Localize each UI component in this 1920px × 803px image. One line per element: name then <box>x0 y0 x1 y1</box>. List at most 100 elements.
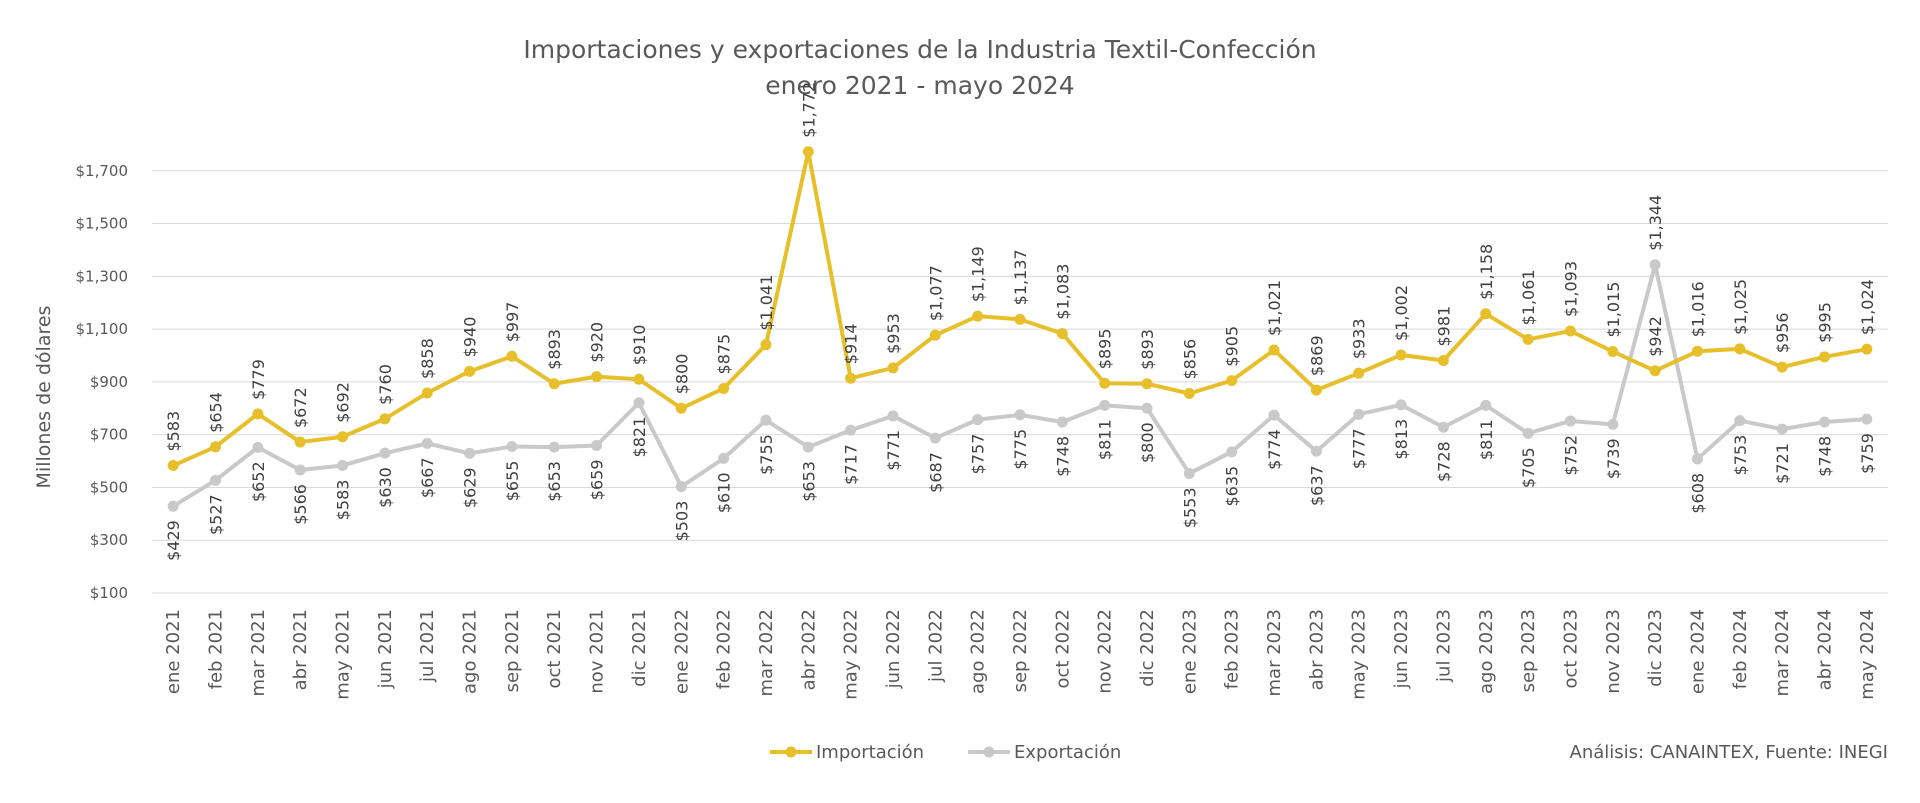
data-point-1 <box>1649 259 1661 271</box>
data-point-1 <box>1226 446 1238 458</box>
data-point-0 <box>1310 384 1322 396</box>
legend-marker-1 <box>983 746 995 758</box>
data-point-0 <box>379 413 391 425</box>
data-point-0 <box>1649 365 1661 377</box>
data-label-exportacion: $813 <box>1392 419 1411 460</box>
data-label-exportacion: $811 <box>1477 419 1496 460</box>
data-label-exportacion: $748 <box>1053 436 1072 477</box>
source-note: Análisis: CANAINTEX, Fuente: INEGI <box>1570 742 1888 763</box>
x-tick-label: may 2023 <box>1349 609 1370 700</box>
data-point-0 <box>337 431 349 443</box>
data-label-importacion: $1,083 <box>1053 264 1072 320</box>
data-label-importacion: $1,077 <box>926 265 945 321</box>
x-tick-label: jul 2021 <box>417 609 438 683</box>
x-tick-label: nov 2022 <box>1095 609 1116 694</box>
data-label-exportacion: $652 <box>249 461 268 502</box>
data-label-importacion: $1,149 <box>969 246 988 302</box>
data-label-exportacion: $728 <box>1434 441 1453 482</box>
data-point-1 <box>1310 445 1322 457</box>
x-tick-label: abr 2021 <box>290 609 311 690</box>
data-label-exportacion: $653 <box>545 461 564 502</box>
x-tick-label: jun 2022 <box>883 609 904 689</box>
x-tick-label: abr 2022 <box>798 609 819 690</box>
data-point-0 <box>1056 328 1068 340</box>
data-label-importacion: $893 <box>1138 329 1157 370</box>
data-label-importacion: $583 <box>164 411 183 452</box>
data-point-0 <box>1226 375 1238 387</box>
x-tick-label: jul 2022 <box>925 609 946 683</box>
x-tick-label: feb 2021 <box>206 609 227 689</box>
x-tick-label: nov 2023 <box>1603 609 1624 694</box>
data-point-0 <box>760 339 772 351</box>
x-tick-label: ago 2023 <box>1476 609 1497 694</box>
data-label-exportacion: $659 <box>588 459 607 500</box>
x-tick-label: dic 2022 <box>1137 609 1158 687</box>
gridlines <box>152 170 1888 594</box>
data-label-importacion: $1,093 <box>1561 261 1580 317</box>
x-tick-label: feb 2022 <box>714 609 735 689</box>
x-tick-label: dic 2023 <box>1645 609 1666 687</box>
data-point-0 <box>675 402 687 414</box>
x-tick-label: may 2021 <box>333 609 354 700</box>
data-point-0 <box>718 382 730 394</box>
data-point-0 <box>591 371 603 383</box>
x-tick-label: oct 2022 <box>1052 609 1073 689</box>
data-label-importacion: $1,137 <box>1011 249 1030 305</box>
y-axis-label: Millones de dólares <box>33 306 55 489</box>
data-point-1 <box>802 441 814 453</box>
data-label-importacion: $997 <box>503 302 522 343</box>
data-point-1 <box>379 447 391 459</box>
y-tick-label: $100 <box>90 584 128 602</box>
data-label-importacion: $858 <box>418 338 437 379</box>
x-tick-label: jul 2023 <box>1433 609 1454 683</box>
data-point-0 <box>1818 351 1830 363</box>
data-point-0 <box>1268 344 1280 356</box>
data-label-importacion: $800 <box>672 354 691 395</box>
data-point-1 <box>506 441 518 453</box>
data-point-0 <box>1734 343 1746 355</box>
data-label-importacion: $875 <box>715 334 734 375</box>
data-label-importacion: $905 <box>1223 326 1242 367</box>
data-point-0 <box>1099 377 1111 389</box>
data-point-1 <box>1014 409 1026 421</box>
data-label-exportacion: $717 <box>842 444 861 485</box>
data-label-exportacion: $1,344 <box>1646 195 1665 251</box>
data-point-0 <box>210 441 222 453</box>
chart-subtitle: enero 2021 - mayo 2024 <box>765 71 1074 100</box>
data-label-exportacion: $757 <box>969 434 988 475</box>
data-point-0 <box>1522 333 1534 345</box>
data-point-1 <box>1861 413 1873 425</box>
data-point-0 <box>802 146 814 158</box>
data-label-importacion: $1,041 <box>757 275 776 331</box>
data-label-importacion: $869 <box>1307 335 1326 376</box>
data-point-1 <box>1691 453 1703 465</box>
data-label-importacion: $910 <box>630 325 649 366</box>
data-label-importacion: $920 <box>588 322 607 363</box>
data-label-importacion: $779 <box>249 359 268 400</box>
legend: Importación Exportación <box>770 742 1121 763</box>
x-tick-label: sep 2021 <box>502 609 523 692</box>
data-label-exportacion: $608 <box>1688 473 1707 514</box>
y-tick-label: $1,100 <box>76 320 129 338</box>
data-point-1 <box>252 441 264 453</box>
data-point-0 <box>421 387 433 399</box>
data-label-exportacion: $811 <box>1096 419 1115 460</box>
data-label-importacion: $760 <box>376 364 395 405</box>
data-point-1 <box>887 410 899 422</box>
data-point-1 <box>1564 415 1576 427</box>
x-tick-label: oct 2021 <box>544 609 565 689</box>
data-point-0 <box>1437 355 1449 367</box>
x-axis-ticks: ene 2021 feb 2021 mar 2021 abr 2021 may 2021… <box>163 609 1878 700</box>
data-label-exportacion: $771 <box>884 430 903 471</box>
data-point-0 <box>1691 345 1703 357</box>
data-label-importacion: $914 <box>842 323 861 364</box>
x-tick-label: ago 2021 <box>460 609 481 694</box>
data-label-exportacion: $687 <box>926 452 945 493</box>
y-tick-label: $700 <box>90 426 128 444</box>
x-tick-label: feb 2023 <box>1222 609 1243 689</box>
data-point-1 <box>1183 467 1195 479</box>
data-point-0 <box>1776 361 1788 373</box>
data-point-0 <box>1183 388 1195 399</box>
data-point-1 <box>972 414 984 426</box>
